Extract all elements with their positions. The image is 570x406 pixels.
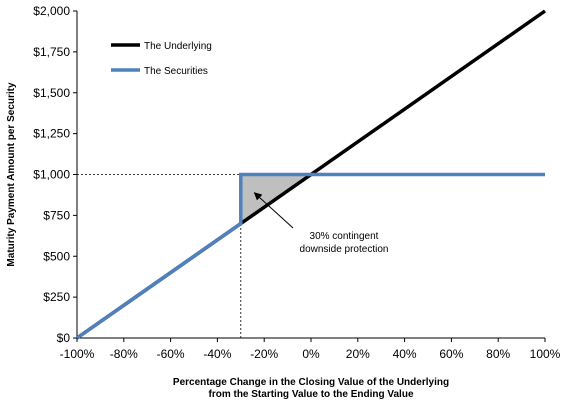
x-axis-title-line: from the Starting Value to the Ending Va… xyxy=(208,389,413,400)
x-tick-label: 20% xyxy=(346,347,370,361)
annotation-arrow xyxy=(253,192,294,229)
x-tick-label: -40% xyxy=(203,347,231,361)
series-line-1 xyxy=(75,172,545,340)
y-axis-title: Maturity Payment Amount per Security xyxy=(6,82,17,267)
y-tick-label: $1,500 xyxy=(33,86,70,100)
x-tick-label: -60% xyxy=(157,347,185,361)
y-tick-label: $1,000 xyxy=(33,168,70,182)
y-tick-label: $0 xyxy=(57,331,71,345)
x-tick-label: 0% xyxy=(302,347,320,361)
y-tick-label: $750 xyxy=(43,208,70,222)
y-tick-label: $500 xyxy=(43,249,70,263)
legend-label: The Underlying xyxy=(144,41,212,52)
x-tick-label: -100% xyxy=(60,347,95,361)
annotation-text-line: downside protection xyxy=(300,244,389,255)
y-tick-label: $1,250 xyxy=(33,127,70,141)
x-tick-label: 100% xyxy=(530,347,561,361)
x-tick-label: -20% xyxy=(250,347,278,361)
x-tick-label: 40% xyxy=(393,347,417,361)
y-tick-label: $1,750 xyxy=(33,45,70,59)
legend-label: The Securities xyxy=(144,66,208,77)
x-axis-title-line: Percentage Change in the Closing Value o… xyxy=(173,377,449,388)
y-tick-label: $2,000 xyxy=(33,4,70,18)
y-tick-label: $250 xyxy=(43,290,70,304)
annotation-text-line: 30% contingent xyxy=(310,231,379,242)
x-tick-label: -80% xyxy=(110,347,138,361)
x-tick-label: 80% xyxy=(486,347,510,361)
x-tick-label: 60% xyxy=(439,347,463,361)
